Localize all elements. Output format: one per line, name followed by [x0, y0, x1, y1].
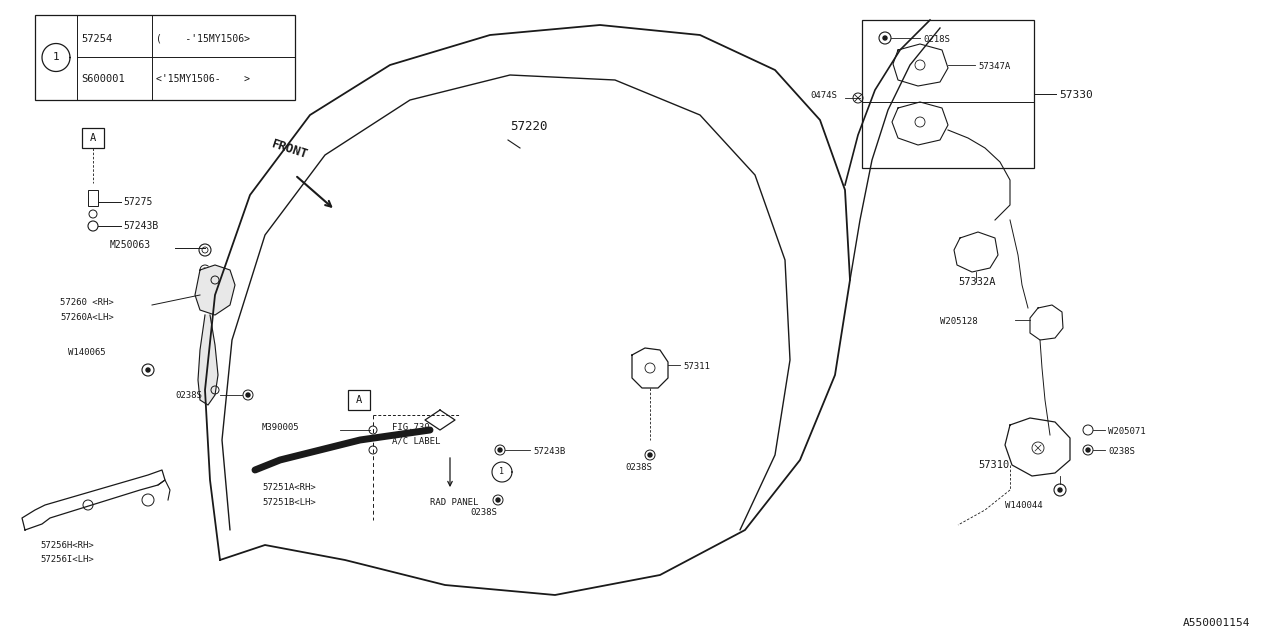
Polygon shape: [892, 102, 948, 145]
Text: 0238S: 0238S: [175, 391, 202, 400]
Polygon shape: [22, 470, 165, 530]
Bar: [348, 390, 370, 410]
Bar: [861, 20, 1034, 168]
Text: W140044: W140044: [1005, 501, 1043, 510]
Text: S600001: S600001: [81, 74, 124, 84]
Text: A: A: [356, 395, 362, 405]
Text: 0238S: 0238S: [470, 508, 497, 517]
Text: A: A: [90, 133, 96, 143]
Polygon shape: [1005, 418, 1070, 476]
Polygon shape: [954, 232, 998, 272]
Text: M390005: M390005: [262, 423, 300, 432]
Text: A550001154: A550001154: [1183, 618, 1251, 628]
Text: 0238S: 0238S: [1108, 447, 1135, 456]
Text: W205071: W205071: [1108, 427, 1146, 436]
Text: 57260 <RH>: 57260 <RH>: [60, 298, 114, 307]
Text: 1: 1: [52, 52, 59, 63]
Bar: [35, 15, 294, 100]
Polygon shape: [1030, 305, 1062, 340]
Text: 57243B: 57243B: [123, 221, 159, 231]
Text: (    -'15MY1506>: ( -'15MY1506>: [156, 34, 250, 44]
Text: 57220: 57220: [509, 120, 548, 133]
Circle shape: [204, 268, 207, 272]
Text: 57251A<RH>: 57251A<RH>: [262, 483, 316, 492]
Text: 57330: 57330: [1059, 90, 1093, 100]
Circle shape: [883, 36, 887, 40]
Text: W205128: W205128: [940, 317, 978, 326]
Polygon shape: [893, 44, 948, 86]
Text: 0474S: 0474S: [810, 91, 837, 100]
Text: FRONT: FRONT: [270, 137, 310, 161]
Text: W140065: W140065: [68, 348, 106, 357]
Bar: [88, 190, 99, 206]
Circle shape: [498, 448, 502, 452]
Text: FIG.730: FIG.730: [392, 423, 430, 432]
Text: 1: 1: [499, 467, 504, 477]
Polygon shape: [632, 348, 668, 388]
Text: <'15MY1506-    >: <'15MY1506- >: [156, 74, 250, 84]
Circle shape: [246, 393, 250, 397]
Circle shape: [146, 368, 150, 372]
Text: 57260A<LH>: 57260A<LH>: [60, 313, 114, 322]
Text: 57275: 57275: [123, 197, 152, 207]
Text: 0218S: 0218S: [923, 35, 950, 44]
Text: 0238S: 0238S: [625, 463, 652, 472]
Text: 57256I<LH>: 57256I<LH>: [40, 555, 93, 564]
Text: A/C LABEL: A/C LABEL: [392, 436, 440, 445]
Circle shape: [497, 498, 500, 502]
Text: 57311: 57311: [684, 362, 710, 371]
Text: M250063: M250063: [110, 240, 151, 250]
Text: 57332A: 57332A: [957, 277, 996, 287]
Text: 57347A: 57347A: [978, 62, 1010, 71]
Text: 57256H<RH>: 57256H<RH>: [40, 541, 93, 550]
Text: 57310: 57310: [978, 460, 1009, 470]
Bar: [82, 128, 104, 148]
Text: 57251B<LH>: 57251B<LH>: [262, 498, 316, 507]
Circle shape: [1059, 488, 1062, 492]
Text: 57243B: 57243B: [532, 447, 566, 456]
Circle shape: [1085, 448, 1091, 452]
Text: RAD PANEL: RAD PANEL: [430, 498, 479, 507]
Polygon shape: [195, 265, 236, 315]
Circle shape: [648, 453, 652, 457]
Polygon shape: [198, 315, 218, 405]
Text: 57254: 57254: [81, 34, 113, 44]
